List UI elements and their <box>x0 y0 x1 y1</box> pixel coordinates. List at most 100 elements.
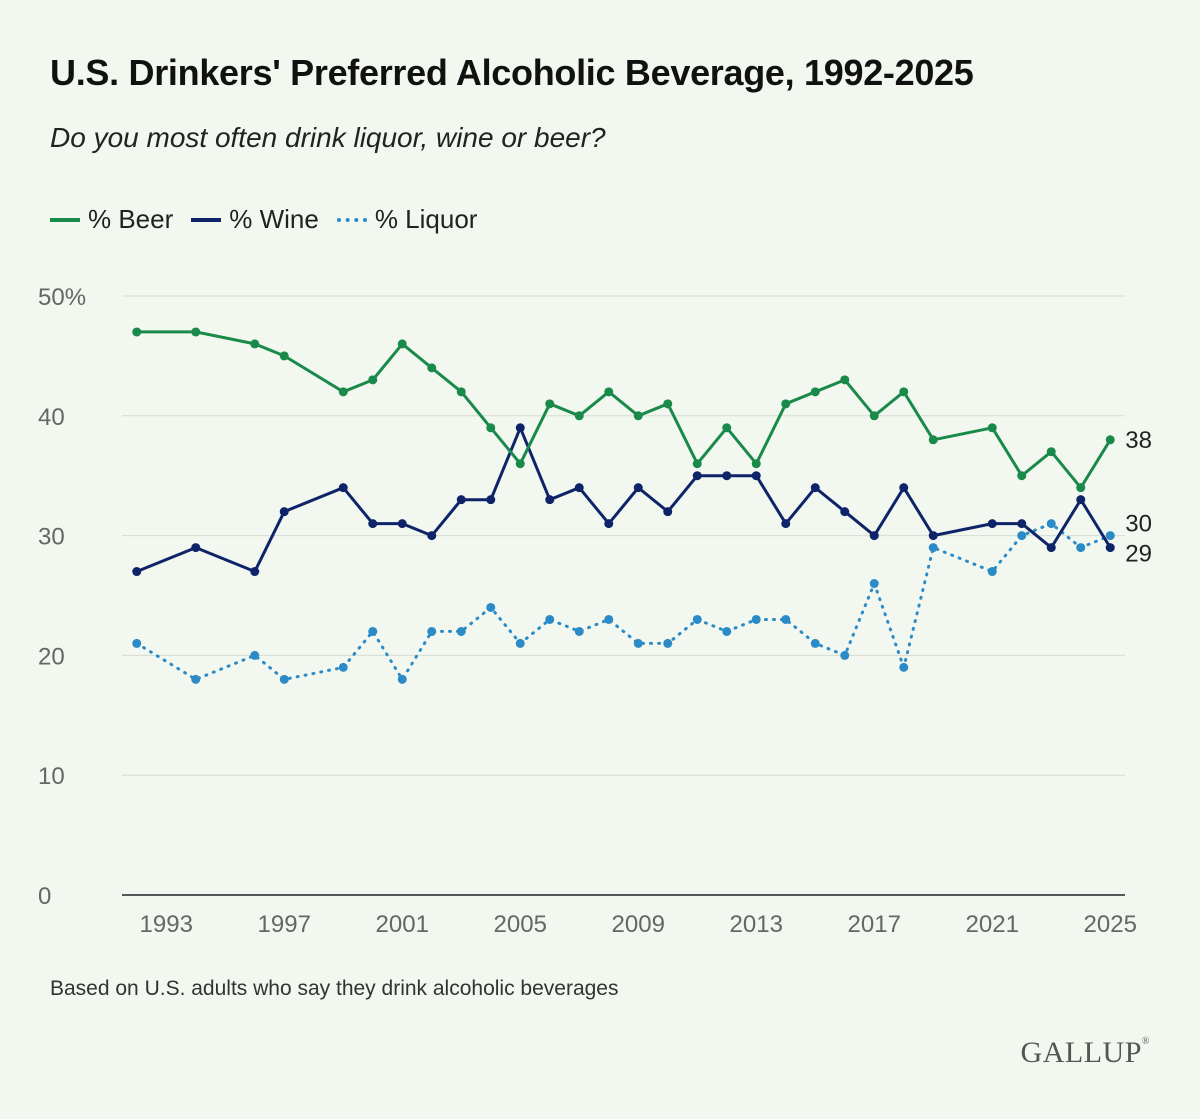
data-point-liquor-2018 <box>899 662 909 672</box>
data-point-liquor-2007 <box>574 626 584 636</box>
data-point-liquor-2024 <box>1076 543 1086 553</box>
end-label-wine: 29 <box>1125 541 1152 568</box>
data-point-liquor-2015 <box>810 638 820 648</box>
data-point-liquor-2006 <box>545 614 555 624</box>
data-point-liquor-2022 <box>1017 531 1027 541</box>
x-tick-label-1993: 1993 <box>140 911 193 938</box>
x-tick-label-2001: 2001 <box>376 911 429 938</box>
data-point-liquor-2003 <box>456 626 466 636</box>
data-point-wine-1996 <box>250 567 260 577</box>
data-point-wine-2008 <box>604 519 614 529</box>
data-point-beer-1994 <box>191 327 201 337</box>
data-point-liquor-2016 <box>840 650 850 660</box>
data-point-beer-2021 <box>987 423 997 433</box>
data-point-beer-2001 <box>397 339 407 349</box>
data-point-wine-2025 <box>1105 543 1115 553</box>
legend-label-liquor: % Liquor <box>374 204 478 234</box>
data-point-liquor-2019 <box>928 543 938 553</box>
data-point-beer-2015 <box>810 387 820 397</box>
series-line-wine <box>135 426 1112 573</box>
data-point-wine-2000 <box>368 519 378 529</box>
data-point-liquor-2017 <box>869 579 879 589</box>
data-point-beer-2022 <box>1017 471 1027 481</box>
data-point-liquor-2025 <box>1105 531 1115 541</box>
legend-label-wine: % Wine <box>229 204 319 234</box>
legend-item-beer: % Beer <box>50 204 173 235</box>
data-point-beer-2000 <box>368 375 378 385</box>
data-point-liquor-2014 <box>781 614 791 624</box>
x-tick-label-2005: 2005 <box>494 911 547 938</box>
data-point-wine-1999 <box>338 483 348 493</box>
data-point-beer-2014 <box>781 399 791 409</box>
data-point-beer-2006 <box>545 399 555 409</box>
data-point-beer-2009 <box>633 411 643 421</box>
y-tick-label-50: 50% <box>38 284 86 311</box>
x-tick-label-1997: 1997 <box>258 911 311 938</box>
data-point-wine-2002 <box>427 531 437 541</box>
legend-item-liquor: % Liquor <box>336 204 478 235</box>
data-point-wine-1992 <box>132 567 142 577</box>
series-line-liquor <box>135 522 1112 681</box>
data-point-beer-2004 <box>486 423 496 433</box>
data-point-liquor-2000 <box>368 626 378 636</box>
data-point-wine-2009 <box>633 483 643 493</box>
data-point-beer-2016 <box>840 375 850 385</box>
legend-item-wine: % Wine <box>191 204 319 235</box>
data-point-wine-2007 <box>574 483 584 493</box>
data-point-wine-2016 <box>840 507 850 517</box>
y-tick-label-30: 30 <box>38 524 65 551</box>
data-point-wine-2024 <box>1076 495 1086 505</box>
y-tick-label-20: 20 <box>38 643 65 670</box>
data-point-beer-2018 <box>899 387 909 397</box>
data-point-wine-2001 <box>397 519 407 529</box>
data-point-liquor-1999 <box>338 662 348 672</box>
data-point-beer-1992 <box>132 327 142 337</box>
data-point-wine-1997 <box>279 507 289 517</box>
data-point-wine-2006 <box>545 495 555 505</box>
data-point-wine-2018 <box>899 483 909 493</box>
gallup-logo: GALLUP® <box>1021 1036 1150 1070</box>
data-point-liquor-1996 <box>250 650 260 660</box>
legend-label-beer: % Beer <box>88 204 174 234</box>
x-tick-label-2009: 2009 <box>612 911 665 938</box>
data-point-beer-2003 <box>456 387 466 397</box>
data-point-wine-2004 <box>486 495 496 505</box>
data-point-beer-2017 <box>869 411 879 421</box>
registered-mark: ® <box>1141 1036 1150 1047</box>
data-point-beer-2002 <box>427 363 437 373</box>
data-point-beer-2012 <box>722 423 732 433</box>
data-point-liquor-2004 <box>486 602 496 612</box>
data-point-wine-2022 <box>1017 519 1027 529</box>
data-point-liquor-1992 <box>132 638 142 648</box>
chart-title: U.S. Drinkers' Preferred Alcoholic Bever… <box>50 52 974 93</box>
data-point-liquor-2002 <box>427 626 437 636</box>
data-point-wine-1994 <box>191 543 201 553</box>
data-point-beer-1999 <box>338 387 348 397</box>
y-tick-label-40: 40 <box>38 404 65 431</box>
legend-swatch-beer <box>50 217 80 222</box>
data-point-wine-2013 <box>751 471 761 481</box>
data-point-beer-2011 <box>692 459 702 469</box>
end-label-liquor: 30 <box>1125 511 1152 538</box>
data-point-wine-2011 <box>692 471 702 481</box>
legend-swatch-liquor <box>336 217 367 222</box>
footnote: Based on U.S. adults who say they drink … <box>50 977 619 1000</box>
data-point-wine-2003 <box>456 495 466 505</box>
legend-swatch-wine <box>191 217 222 222</box>
data-point-liquor-2001 <box>397 674 407 684</box>
data-point-wine-2005 <box>515 423 525 433</box>
y-tick-label-10: 10 <box>38 763 65 790</box>
data-point-beer-2024 <box>1076 483 1086 493</box>
x-tick-label-2013: 2013 <box>730 911 783 938</box>
data-point-liquor-2005 <box>515 638 525 648</box>
data-point-liquor-1994 <box>191 674 201 684</box>
x-tick-label-2017: 2017 <box>848 911 901 938</box>
data-point-beer-2025 <box>1105 435 1115 445</box>
data-point-wine-2017 <box>869 531 879 541</box>
data-point-wine-2014 <box>781 519 791 529</box>
data-point-beer-2007 <box>574 411 584 421</box>
data-point-wine-2019 <box>928 531 938 541</box>
data-point-liquor-2011 <box>692 614 702 624</box>
data-point-liquor-2009 <box>633 638 643 648</box>
